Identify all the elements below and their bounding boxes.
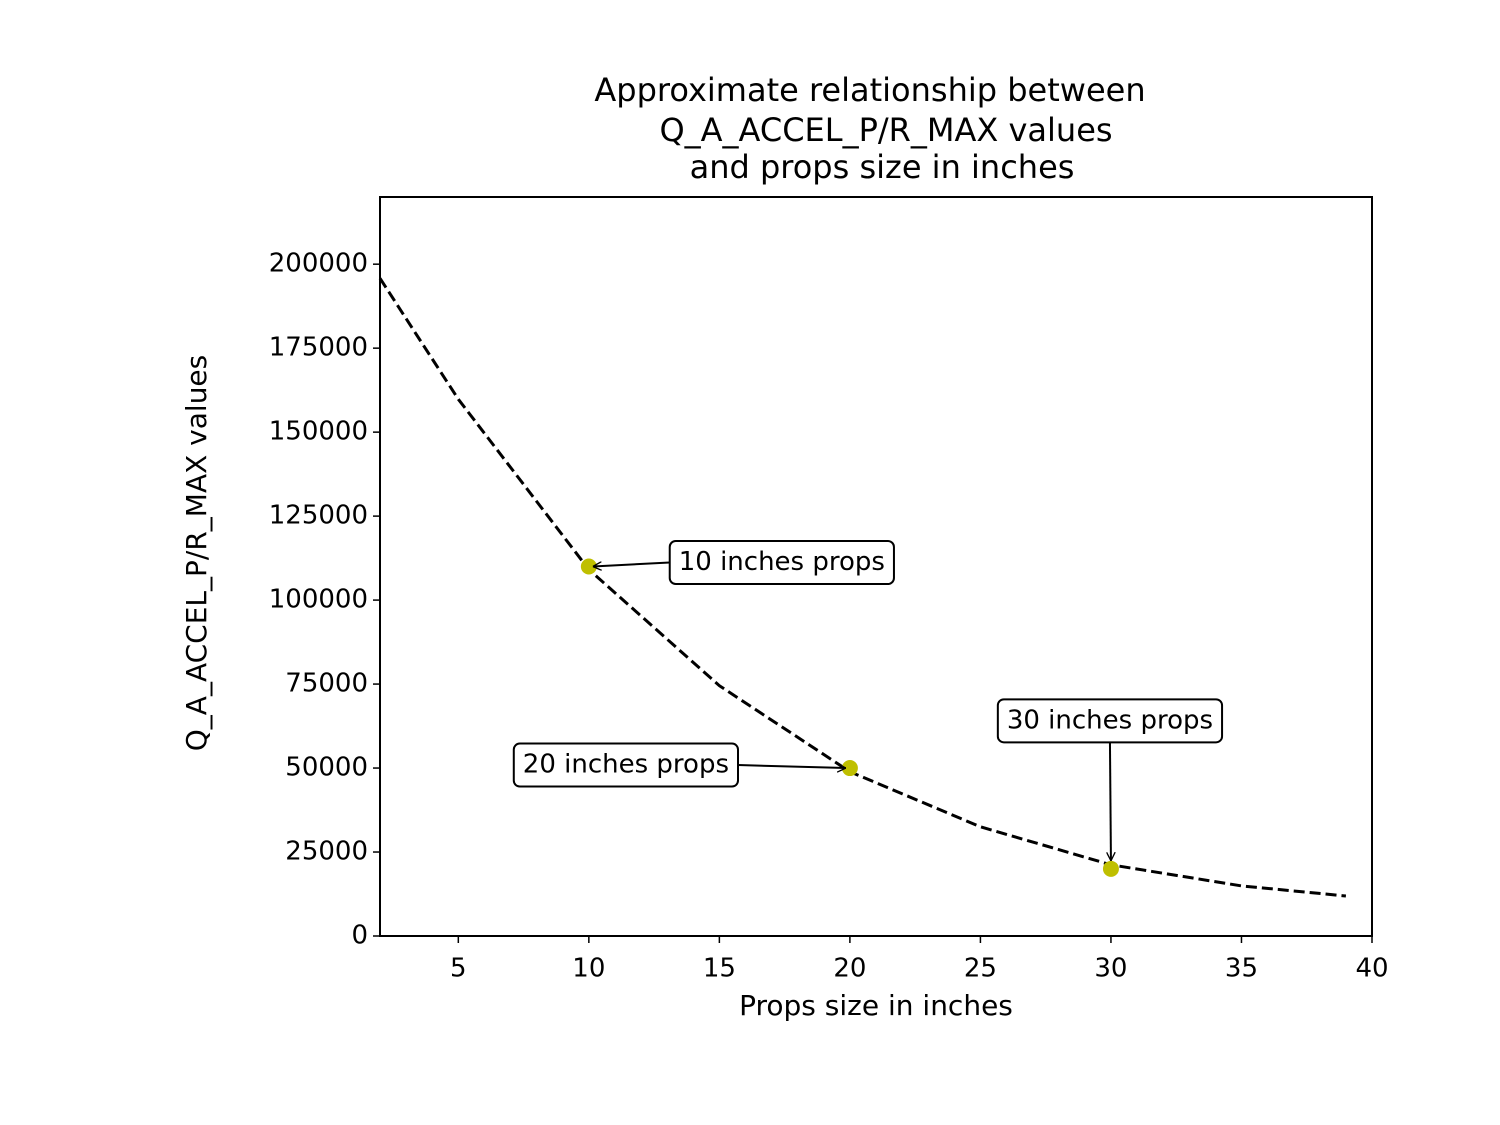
- y-tick-label: 150000: [269, 417, 368, 447]
- chart-title: Q_A_ACCEL_P/R_MAX values: [659, 111, 1112, 149]
- x-tick-label: 35: [1225, 954, 1258, 984]
- y-axis-label: Q_A_ACCEL_P/R_MAX values: [180, 355, 213, 751]
- y-tick-label: 75000: [285, 669, 368, 699]
- x-tick-label: 25: [964, 954, 997, 984]
- y-tick-label: 200000: [269, 249, 368, 279]
- annotation-arrow: [593, 561, 670, 567]
- chart-title: Approximate relationship between: [594, 71, 1145, 109]
- y-tick-label: 50000: [285, 753, 368, 783]
- x-axis-label: Props size in inches: [739, 989, 1013, 1022]
- x-tick-label: 5: [450, 954, 467, 984]
- x-tick-label: 15: [703, 954, 736, 984]
- y-tick-label: 0: [351, 921, 368, 951]
- x-tick-label: 40: [1355, 954, 1388, 984]
- annotation-text: 10 inches props: [679, 547, 885, 577]
- y-tick-label: 25000: [285, 837, 368, 867]
- annotation-text: 30 inches props: [1007, 705, 1213, 735]
- x-tick-label: 30: [1094, 954, 1127, 984]
- x-tick-label: 20: [833, 954, 866, 984]
- scatter-point: [1102, 860, 1119, 877]
- y-tick-label: 125000: [269, 501, 368, 531]
- y-tick-label: 175000: [269, 333, 368, 363]
- x-tick-label: 10: [572, 954, 605, 984]
- y-tick-label: 100000: [269, 585, 368, 615]
- annotation-text: 20 inches props: [523, 750, 729, 780]
- plot-frame: [379, 196, 1373, 937]
- annotation-arrow: [1110, 742, 1111, 861]
- annotation-arrow: [737, 765, 846, 768]
- chart-title: and props size in inches: [690, 148, 1075, 186]
